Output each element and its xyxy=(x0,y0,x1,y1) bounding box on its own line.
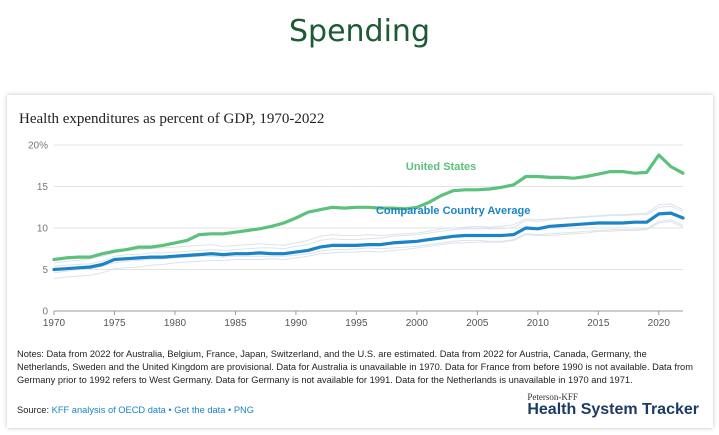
x-tick-label: 1995 xyxy=(345,318,368,329)
us-series-label: United States xyxy=(406,161,476,173)
comparable-average-line xyxy=(52,211,685,272)
x-tick-label: 1980 xyxy=(164,318,187,329)
x-tick-label: 2000 xyxy=(406,318,429,329)
comparable-country-line xyxy=(53,205,684,267)
comparable-series-label: Comparable Country Average xyxy=(376,205,530,217)
united-states-line xyxy=(52,153,685,262)
y-tick-label: 20% xyxy=(28,141,48,152)
x-tick-label: 2020 xyxy=(648,318,671,329)
comparable-country-line xyxy=(53,203,684,264)
source-label: Source: xyxy=(17,405,50,415)
comparable-country-line xyxy=(53,219,684,274)
x-tick-label: 2015 xyxy=(587,318,610,329)
x-tick-label: 1990 xyxy=(285,318,308,329)
x-tick-label: 2005 xyxy=(466,318,489,329)
png-link[interactable]: PNG xyxy=(233,405,254,415)
brand-subtitle: Peterson-KFF xyxy=(527,392,578,402)
source-line: Source: KFF analysis of OECD data • Get … xyxy=(17,405,254,415)
y-tick-label: 15 xyxy=(37,182,49,193)
chart-card: Health expenditures as percent of GDP, 1… xyxy=(7,95,713,428)
oecd-data-link[interactable]: KFF analysis of OECD data xyxy=(51,405,166,415)
source-separator: • xyxy=(165,405,175,415)
y-tick-label: 5 xyxy=(42,265,48,276)
source-separator: • xyxy=(225,405,234,415)
x-tick-label: 1985 xyxy=(224,318,247,329)
x-tick-label: 2010 xyxy=(527,318,550,329)
x-tick-label: 1970 xyxy=(43,318,66,329)
comparable-country-line xyxy=(53,220,684,280)
y-tick-label: 10 xyxy=(37,224,49,235)
x-tick-label: 1975 xyxy=(103,318,126,329)
brand-title: Health System Tracker xyxy=(527,401,699,418)
line-chart: 0 5 10 15 20% 1970 1975 1980 1985 1990 1995 2000 200… xyxy=(28,141,685,329)
brand-logo[interactable]: Peterson-KFF Health System Tracker xyxy=(527,392,699,419)
chart-notes: Notes: Data from 2022 for Australia, Bel… xyxy=(17,349,693,385)
slide-title: Spending xyxy=(289,14,430,49)
y-tick-label: 0 xyxy=(42,307,48,318)
chart-title: Health expenditures as percent of GDP, 1… xyxy=(19,111,325,127)
get-data-link[interactable]: Get the data xyxy=(174,405,226,415)
